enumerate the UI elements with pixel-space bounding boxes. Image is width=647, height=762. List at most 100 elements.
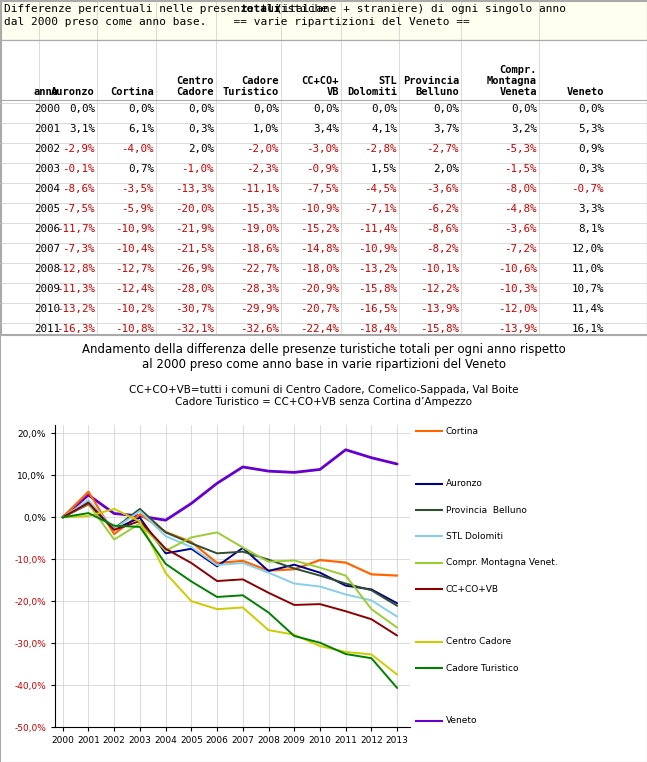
- Text: Centro: Centro: [177, 76, 214, 86]
- Text: 0,0%: 0,0%: [578, 104, 604, 114]
- Text: 0,7%: 0,7%: [128, 164, 154, 174]
- Text: -32,7%: -32,7%: [175, 344, 214, 354]
- Text: 0,0%: 0,0%: [188, 104, 214, 114]
- Text: 0,0%: 0,0%: [313, 104, 339, 114]
- Text: -18,0%: -18,0%: [300, 264, 339, 274]
- Text: Provincia: Provincia: [402, 76, 459, 86]
- Text: -8,2%: -8,2%: [426, 244, 459, 254]
- Text: -15,8%: -15,8%: [420, 324, 459, 334]
- Text: -22,4%: -22,4%: [300, 324, 339, 334]
- Text: -28,2%: -28,2%: [300, 364, 339, 374]
- Text: 1,0%: 1,0%: [253, 124, 279, 134]
- Text: 2005: 2005: [34, 204, 60, 214]
- Text: -13,9%: -13,9%: [420, 304, 459, 314]
- Text: -0,1%: -0,1%: [63, 164, 95, 174]
- Text: Dolomiti: Dolomiti: [347, 87, 397, 97]
- Text: -3,6%: -3,6%: [505, 224, 537, 234]
- Text: 6,1%: 6,1%: [128, 124, 154, 134]
- Text: -4,5%: -4,5%: [364, 184, 397, 194]
- Text: -8,0%: -8,0%: [505, 184, 537, 194]
- Text: -7,1%: -7,1%: [364, 204, 397, 214]
- Text: -1,5%: -1,5%: [505, 164, 537, 174]
- Text: -33,6%: -33,6%: [240, 344, 279, 354]
- Text: 2006: 2006: [34, 224, 60, 234]
- Text: -24,3%: -24,3%: [300, 344, 339, 354]
- Text: 0,3%: 0,3%: [578, 164, 604, 174]
- Text: totali: totali: [240, 4, 281, 14]
- Text: 2009: 2009: [34, 284, 60, 294]
- Text: VB: VB: [327, 87, 339, 97]
- Text: 2002: 2002: [34, 144, 60, 154]
- Text: dal 2000 preso come anno base.    == varie ripartizioni del Veneto ==: dal 2000 preso come anno base. == varie …: [4, 17, 470, 27]
- Text: Compr. Montagna Venet.: Compr. Montagna Venet.: [446, 559, 557, 568]
- Text: -21,9%: -21,9%: [175, 224, 214, 234]
- Text: -2,3%: -2,3%: [247, 164, 279, 174]
- Text: 2,0%: 2,0%: [188, 144, 214, 154]
- Text: -5,9%: -5,9%: [122, 204, 154, 214]
- Text: 0,0%: 0,0%: [253, 104, 279, 114]
- Bar: [0, 40, 647, 335]
- Text: Montagna: Montagna: [487, 76, 537, 86]
- Text: 0,0%: 0,0%: [433, 104, 459, 114]
- Text: Compr.: Compr.: [499, 65, 537, 75]
- Text: -17,4%: -17,4%: [420, 344, 459, 354]
- Text: Cadore: Cadore: [241, 76, 279, 86]
- Text: -32,1%: -32,1%: [175, 324, 214, 334]
- Text: 2001: 2001: [34, 124, 60, 134]
- Text: 11,4%: 11,4%: [571, 304, 604, 314]
- Text: 11,0%: 11,0%: [571, 264, 604, 274]
- Text: -4,0%: -4,0%: [122, 144, 154, 154]
- Text: 3,4%: 3,4%: [313, 124, 339, 134]
- Text: -19,8%: -19,8%: [358, 344, 397, 354]
- Text: 4,1%: 4,1%: [371, 124, 397, 134]
- Text: -7,2%: -7,2%: [505, 244, 537, 254]
- Text: -4,8%: -4,8%: [505, 204, 537, 214]
- Text: -6,2%: -6,2%: [426, 204, 459, 214]
- Text: -13,2%: -13,2%: [56, 304, 95, 314]
- Text: -3,5%: -3,5%: [122, 184, 154, 194]
- Text: -10,9%: -10,9%: [358, 244, 397, 254]
- Text: -32,6%: -32,6%: [240, 324, 279, 334]
- Text: -30,7%: -30,7%: [175, 304, 214, 314]
- Text: -12,8%: -12,8%: [56, 264, 95, 274]
- Text: -8,6%: -8,6%: [63, 184, 95, 194]
- Text: -11,3%: -11,3%: [56, 284, 95, 294]
- Text: -2,0%: -2,0%: [247, 144, 279, 154]
- Text: -13,2%: -13,2%: [358, 264, 397, 274]
- Text: Belluno: Belluno: [415, 87, 459, 97]
- Text: -10,1%: -10,1%: [420, 264, 459, 274]
- Text: 3,2%: 3,2%: [511, 124, 537, 134]
- Text: dati Regione Veneto – elaborazione BLOZ: dati Regione Veneto – elaborazione BLOZ: [4, 386, 201, 395]
- Text: STL Dolomiti: STL Dolomiti: [446, 532, 503, 541]
- Text: -12,2%: -12,2%: [420, 284, 459, 294]
- Text: -40,7%: -40,7%: [240, 364, 279, 374]
- Text: STL: STL: [378, 76, 397, 86]
- Text: CC+CO+VB: CC+CO+VB: [446, 584, 499, 594]
- Text: -2,8%: -2,8%: [364, 144, 397, 154]
- Text: 2011: 2011: [34, 324, 60, 334]
- Text: -0,7%: -0,7%: [571, 184, 604, 194]
- Text: -11,1%: -11,1%: [240, 184, 279, 194]
- Text: -19,0%: -19,0%: [240, 224, 279, 234]
- Text: 12,0%: 12,0%: [571, 244, 604, 254]
- Text: 2008: 2008: [34, 264, 60, 274]
- Text: -5,3%: -5,3%: [505, 144, 537, 154]
- Text: CC+CO+VB=tutti i comuni di Centro Cadore, Comelico-Sappada, Val Boite
Cadore Tur: CC+CO+VB=tutti i comuni di Centro Cadore…: [129, 385, 518, 407]
- Text: -20,5%: -20,5%: [56, 364, 95, 374]
- Text: 10,7%: 10,7%: [571, 284, 604, 294]
- Text: 8,1%: 8,1%: [578, 224, 604, 234]
- Text: 2013: 2013: [34, 364, 60, 374]
- Text: Turistico: Turistico: [223, 87, 279, 97]
- Text: -20,0%: -20,0%: [175, 204, 214, 214]
- Text: Centro Cadore: Centro Cadore: [446, 637, 511, 646]
- Text: -7,5%: -7,5%: [63, 204, 95, 214]
- Text: 1,5%: 1,5%: [371, 164, 397, 174]
- Text: -13,9%: -13,9%: [498, 324, 537, 334]
- Text: -16,5%: -16,5%: [358, 304, 397, 314]
- Text: 12,7%: 12,7%: [571, 364, 604, 374]
- Text: 16,1%: 16,1%: [571, 324, 604, 334]
- Text: -12,7%: -12,7%: [115, 264, 154, 274]
- Text: -0,9%: -0,9%: [307, 164, 339, 174]
- Text: -8,6%: -8,6%: [426, 224, 459, 234]
- Text: 0,3%: 0,3%: [188, 124, 214, 134]
